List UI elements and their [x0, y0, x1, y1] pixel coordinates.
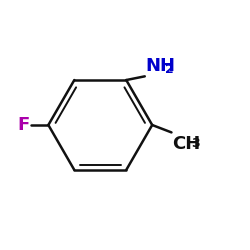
Text: 2: 2 [164, 63, 173, 76]
Text: 3: 3 [191, 137, 200, 150]
Text: CH: CH [172, 136, 200, 154]
Text: NH: NH [145, 57, 175, 75]
Text: F: F [17, 116, 29, 134]
